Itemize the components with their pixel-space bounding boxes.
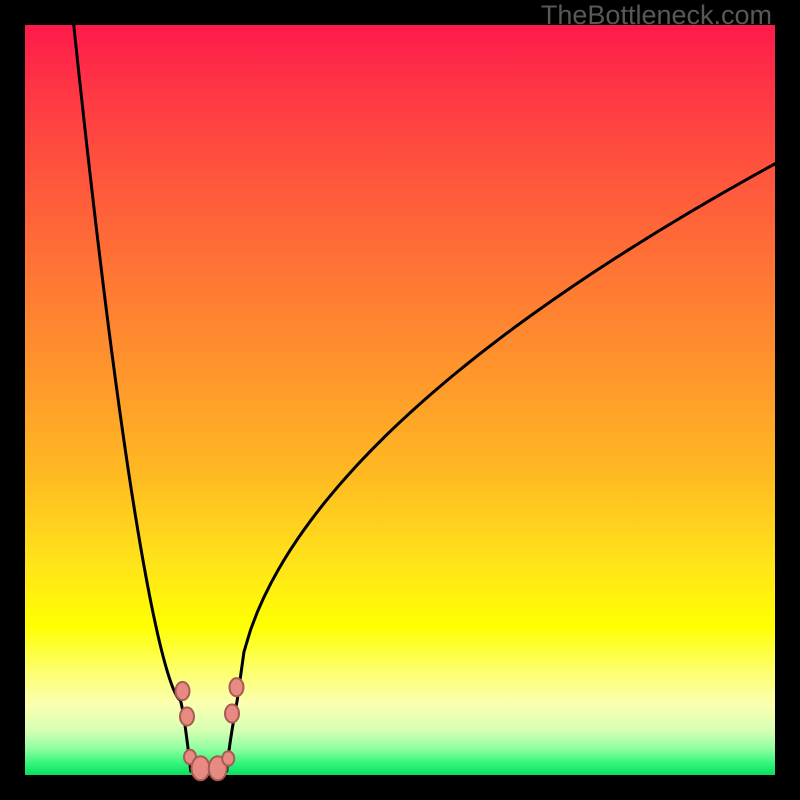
- watermark-text: TheBottleneck.com: [541, 0, 772, 31]
- bottleneck-curve: [25, 25, 775, 775]
- curve-marker: [225, 704, 239, 722]
- plot-area: [25, 25, 775, 775]
- curve-marker: [180, 707, 194, 725]
- curve-marker: [222, 751, 234, 765]
- curve-marker: [176, 682, 190, 700]
- curve-marker: [192, 756, 210, 780]
- curve-marker: [230, 678, 244, 696]
